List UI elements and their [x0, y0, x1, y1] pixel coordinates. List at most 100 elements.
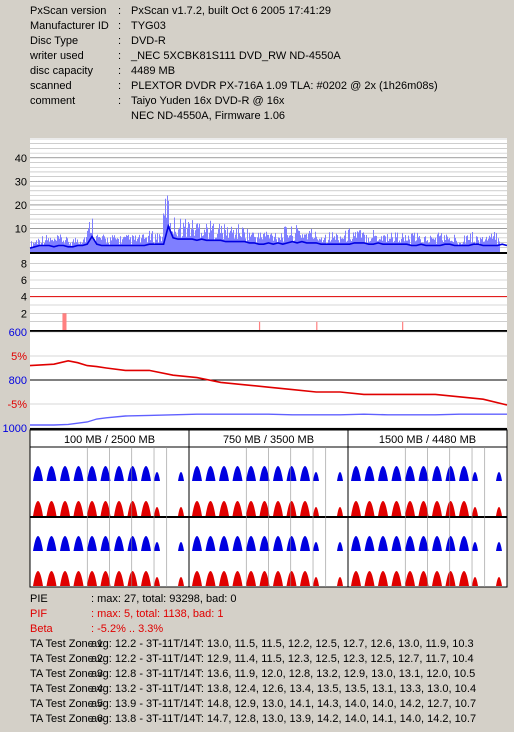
pif-ticks: 2 4 6 8: [21, 258, 27, 320]
summary-value: : max: 5, total: 1138, bad: 1: [91, 608, 224, 620]
ta-peak: [496, 542, 502, 551]
pif-bar: [316, 321, 318, 330]
ta-peak: [351, 571, 361, 586]
ta-peak: [60, 501, 70, 516]
info-value: PLEXTOR DVDR PX-716A 1.09 TLA: #0202 @ 2…: [131, 80, 438, 92]
ta-peak: [219, 466, 229, 481]
ta-peak: [300, 571, 310, 586]
ta-peak: [127, 536, 138, 551]
ta-peak: [246, 571, 256, 586]
ta-peak: [87, 466, 97, 481]
info-value: PxScan v1.7.2, built Oct 6 2005 17:41:29: [131, 5, 331, 17]
ta-peak: [391, 571, 402, 586]
ta-peak: [232, 536, 243, 551]
pif-bar: [402, 321, 404, 330]
ta-panel-label: 750 MB / 3500 MB: [223, 434, 314, 446]
y-tick-label: 4: [21, 292, 27, 304]
scan-chart: 10 20 30 40 2 4 6 8 600 5% 800 -5% 1000 100 MB / 2…: [0, 131, 514, 590]
summary-key: Beta: [30, 623, 53, 635]
y-tick-label: 10: [15, 223, 27, 235]
summary-value: avg: 12.2 - 3T-11T/14T: 13.0, 11.5, 11.5…: [91, 638, 474, 650]
ta-peak: [405, 536, 415, 551]
ta-peak: [259, 501, 270, 516]
ta-peak: [313, 507, 319, 516]
ta-peak: [60, 536, 70, 551]
ta-peak: [391, 466, 402, 481]
ta-peak: [259, 571, 270, 586]
ta-peak: [418, 536, 429, 551]
ta-peak: [114, 536, 124, 551]
ta-peak: [391, 536, 402, 551]
ta-peak: [127, 466, 138, 481]
ta-peak: [205, 466, 216, 481]
ta-peak: [472, 542, 478, 551]
ta-panel-label: 1500 MB / 4480 MB: [379, 434, 476, 446]
ta-peak: [219, 536, 229, 551]
ta-peak: [127, 501, 138, 516]
info-value: NEC ND-4550A, Firmware 1.06: [131, 110, 286, 122]
ta-peak: [313, 472, 319, 481]
summary-key: TA Test Zone 2: [30, 653, 103, 665]
ta-peak: [192, 536, 202, 551]
ta-peak: [459, 571, 469, 586]
ta-peak: [405, 466, 415, 481]
ta-peak: [141, 536, 151, 551]
ta-peak: [273, 501, 283, 516]
ta-panel-label: 100 MB / 2500 MB: [64, 434, 155, 446]
ta-peak: [445, 501, 456, 516]
beta-ticks: 600 5% 800 -5% 1000: [3, 327, 28, 435]
info-key: Disc Type: [30, 35, 79, 47]
pif-bar: [258, 321, 261, 330]
pie-mean-line: [29, 223, 508, 249]
pif-grid: [30, 263, 507, 322]
summary-value: avg: 12.8 - 3T-11T/14T: 13.6, 11.9, 12.0…: [91, 668, 476, 680]
ta-peak: [246, 466, 256, 481]
ta-peak: [141, 466, 151, 481]
ta-peak: [432, 466, 442, 481]
ta-peak: [178, 542, 184, 551]
ta-peak: [33, 466, 43, 481]
summary-value: avg: 13.8 - 3T-11T/14T: 14.7, 12.8, 13.0…: [91, 713, 477, 725]
summary-key: TA Test Zone 4: [30, 683, 103, 695]
ta-peak: [141, 501, 151, 516]
info-value: TYG03: [131, 20, 166, 32]
ta-peak: [459, 536, 469, 551]
ta-peak: [496, 577, 502, 586]
ta-peak: [259, 536, 270, 551]
summary-value: avg: 13.9 - 3T-11T/14T: 14.8, 12.9, 13.0…: [91, 698, 477, 710]
ta-peak: [192, 571, 202, 586]
ta-peak: [378, 536, 388, 551]
ta-peak: [313, 577, 319, 586]
ta-peak: [246, 501, 256, 516]
ta-peak: [351, 536, 361, 551]
ta-peak: [378, 571, 388, 586]
ta-peak: [46, 536, 57, 551]
ta-peak: [364, 466, 375, 481]
ta-peak: [232, 501, 243, 516]
scan-info-header: PxScan version: PxScan v1.7.2, built Oct …: [0, 0, 514, 128]
summary-key: PIF: [30, 608, 48, 620]
ta-peak: [313, 542, 319, 551]
ta-peak: [154, 472, 160, 481]
y-tick-label: 5%: [11, 351, 27, 363]
y-tick-label: 20: [15, 200, 27, 212]
ta-peak: [418, 466, 429, 481]
ta-peak: [205, 536, 216, 551]
jitter-line: [30, 413, 507, 426]
ta-peak: [73, 536, 84, 551]
ta-peak: [286, 466, 297, 481]
ta-peak: [73, 501, 84, 516]
ta-peak: [300, 466, 310, 481]
ta-peak: [87, 571, 97, 586]
ta-peak: [286, 571, 297, 586]
summary-key: PIE: [30, 593, 48, 605]
y-tick-label: 600: [9, 327, 27, 339]
ta-peak: [364, 501, 375, 516]
ta-peak: [141, 571, 151, 586]
ta-peak: [100, 466, 111, 481]
summary-value: avg: 12.2 - 3T-11T/14T: 12.9, 11.4, 11.5…: [91, 653, 474, 665]
ta-peak: [445, 536, 456, 551]
ta-peak: [273, 466, 283, 481]
ta-peak: [496, 507, 502, 516]
info-key: scanned: [30, 80, 72, 92]
